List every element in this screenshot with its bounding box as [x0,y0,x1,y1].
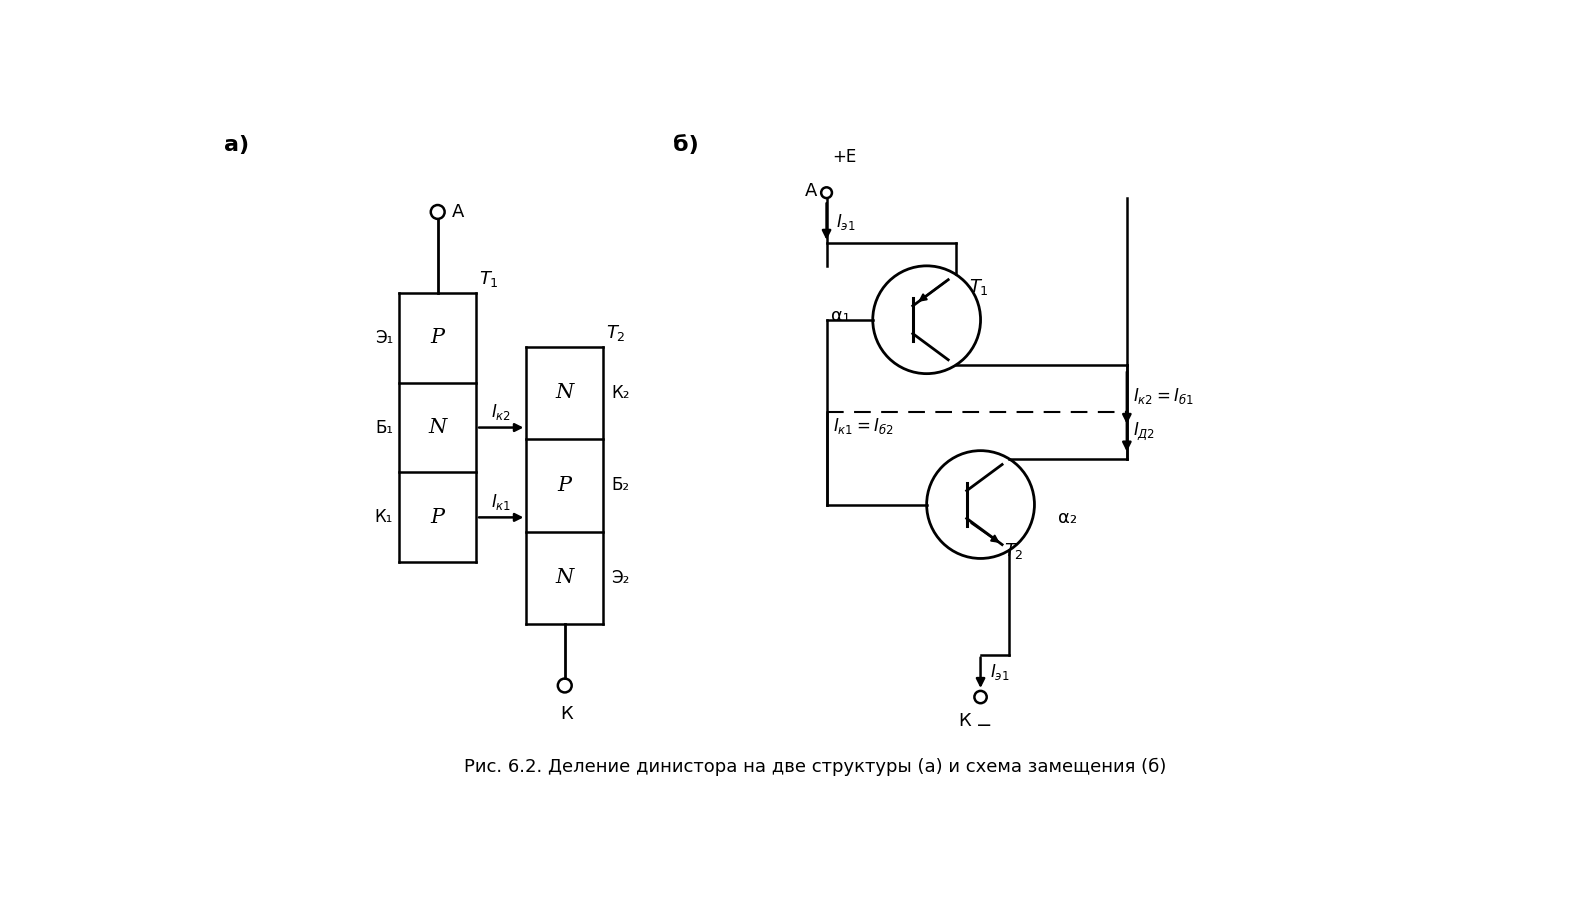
Text: $T_1$: $T_1$ [969,277,990,297]
Text: Э₂: Э₂ [611,569,630,587]
Text: N: N [555,568,574,587]
Text: К₁: К₁ [374,508,393,526]
Text: К: К [958,713,972,731]
Text: $T_1$: $T_1$ [479,269,500,289]
Text: $T_2$: $T_2$ [606,323,627,343]
Text: Рис. 6.2. Деление динистора на две структуры (а) и схема замещения (б): Рис. 6.2. Деление динистора на две струк… [465,758,1166,777]
Text: $I_{к1}=I_{б2}$: $I_{к1}=I_{б2}$ [832,416,893,436]
Text: $I_{Д2}$: $I_{Д2}$ [1133,420,1155,443]
Text: +E: +E [832,148,858,166]
Text: −: − [977,716,993,735]
Text: $I_{э1}$: $I_{э1}$ [835,212,856,232]
Text: $I_{э1}$: $I_{э1}$ [990,662,1009,682]
Text: $T_2$: $T_2$ [1004,541,1023,561]
Text: P: P [558,476,571,495]
Text: $I_{к2}$: $I_{к2}$ [492,402,511,422]
Text: Б₁: Б₁ [375,418,393,436]
Text: P: P [431,508,445,526]
Text: A: A [805,182,818,200]
Text: A: A [452,202,465,220]
Text: α₂: α₂ [1058,509,1077,527]
Text: а): а) [224,135,250,155]
Text: P: P [431,328,445,347]
Text: б): б) [673,135,698,155]
Text: $I_{к1}$: $I_{к1}$ [492,492,511,512]
Text: Б₂: Б₂ [611,476,628,494]
Text: $I_{к2}=I_{б1}$: $I_{к2}=I_{б1}$ [1133,386,1193,406]
Text: N: N [555,383,574,402]
Text: α₁: α₁ [831,307,850,325]
Text: Э₁: Э₁ [375,328,393,346]
Text: N: N [428,418,447,437]
Text: К₂: К₂ [611,384,630,402]
Text: К: К [560,705,573,723]
